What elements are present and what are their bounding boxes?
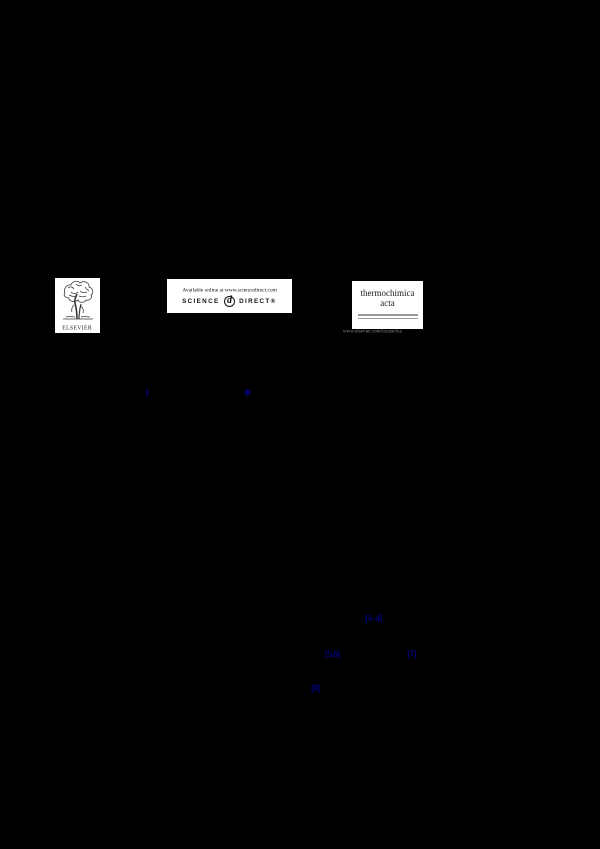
available-online-text: Available online at www.sciencedirect.co… <box>182 286 277 293</box>
sciencedirect-logo: SCIENCE d DIRECT® <box>180 295 278 307</box>
journal-title-line1: thermochimica <box>360 288 415 298</box>
sciencedirect-banner: Available online at www.sciencedirect.co… <box>167 279 292 313</box>
citation-link-4[interactable]: [8] <box>311 683 321 693</box>
elsevier-wordmark: ELSEVIER <box>62 324 93 332</box>
elsevier-tree-icon <box>63 280 94 320</box>
citation-link-2[interactable]: [5,6] <box>325 649 340 659</box>
citation-link-1[interactable]: [1–4] <box>365 613 383 623</box>
author-affiliation-link[interactable]: 1 <box>145 388 150 398</box>
journal-double-rule <box>357 314 418 319</box>
journal-url: www.elsevier.com/locate/tca <box>343 329 402 335</box>
elsevier-logo: ELSEVIER <box>55 278 100 333</box>
citation-link-3[interactable]: [7] <box>407 649 417 659</box>
direct-wordmark: DIRECT® <box>239 297 277 305</box>
science-wordmark: SCIENCE <box>182 297 220 305</box>
corresponding-author-link[interactable]: ∗ <box>243 387 253 399</box>
sciencedirect-d-icon: d <box>223 295 235 307</box>
journal-title-line2: acta <box>380 298 395 308</box>
journal-cover: thermochimica acta <box>352 281 423 329</box>
